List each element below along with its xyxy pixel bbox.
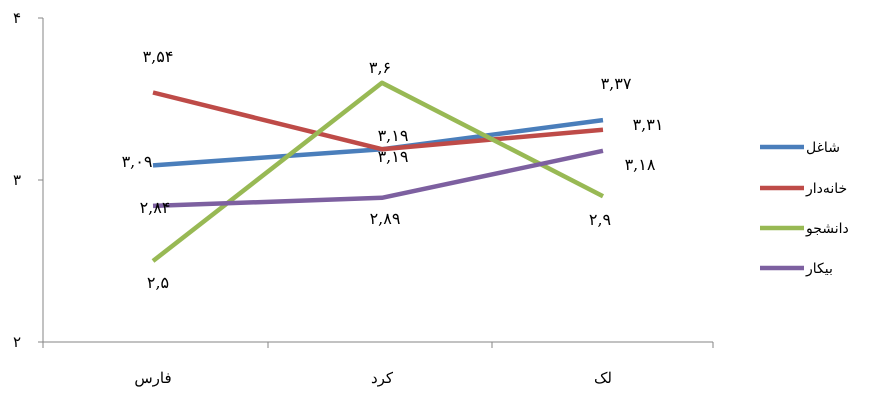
y-tick-label: ۲ <box>13 333 21 351</box>
data-label: ۳,۱۸ <box>625 155 656 174</box>
y-tick-label: ۴ <box>13 9 21 27</box>
series-line-1 <box>152 90 604 152</box>
data-label: ۳,۰۹ <box>122 152 153 171</box>
x-tick-label: کرد <box>371 369 394 387</box>
x-axis-ticks: فارس کرد لک <box>42 342 714 387</box>
data-label: ۳,۵۴ <box>143 47 174 66</box>
legend: شاغل خانه‌دار دانشجو بیکار <box>760 140 849 277</box>
x-tick-label: لک <box>594 369 612 387</box>
data-label: ۳,۱۹ <box>378 147 409 166</box>
data-labels: ۳,۰۹ ۳,۱۹ ۳,۳۷ ۳,۵۴ ۳,۱۹ ۳,۳۱ ۲,۵ ۳,۶ ۲,۹ ۲,۸۴ ۲,۸… <box>122 47 664 292</box>
legend-label: بیکار <box>805 261 833 277</box>
data-label: ۲,۵ <box>147 273 169 292</box>
data-label: ۳,۳۷ <box>601 74 632 93</box>
legend-label: دانشجو <box>805 221 849 237</box>
data-label: ۳,۳۱ <box>633 115 664 134</box>
data-label: ۲,۸۹ <box>370 209 401 228</box>
series-line-3 <box>152 148 604 209</box>
y-axis-ticks: ۲ ۳ ۴ <box>13 9 43 351</box>
data-label: ۲,۹ <box>589 210 611 229</box>
legend-label: شاغل <box>806 140 840 156</box>
data-label: ۲,۸۴ <box>140 198 171 217</box>
series-lines <box>151 80 605 263</box>
x-tick-label: فارس <box>134 369 171 387</box>
data-label: ۳,۶ <box>369 58 391 77</box>
data-label: ۳,۱۹ <box>378 126 409 145</box>
y-tick-label: ۳ <box>13 171 21 189</box>
legend-label: خانه‌دار <box>805 181 847 197</box>
